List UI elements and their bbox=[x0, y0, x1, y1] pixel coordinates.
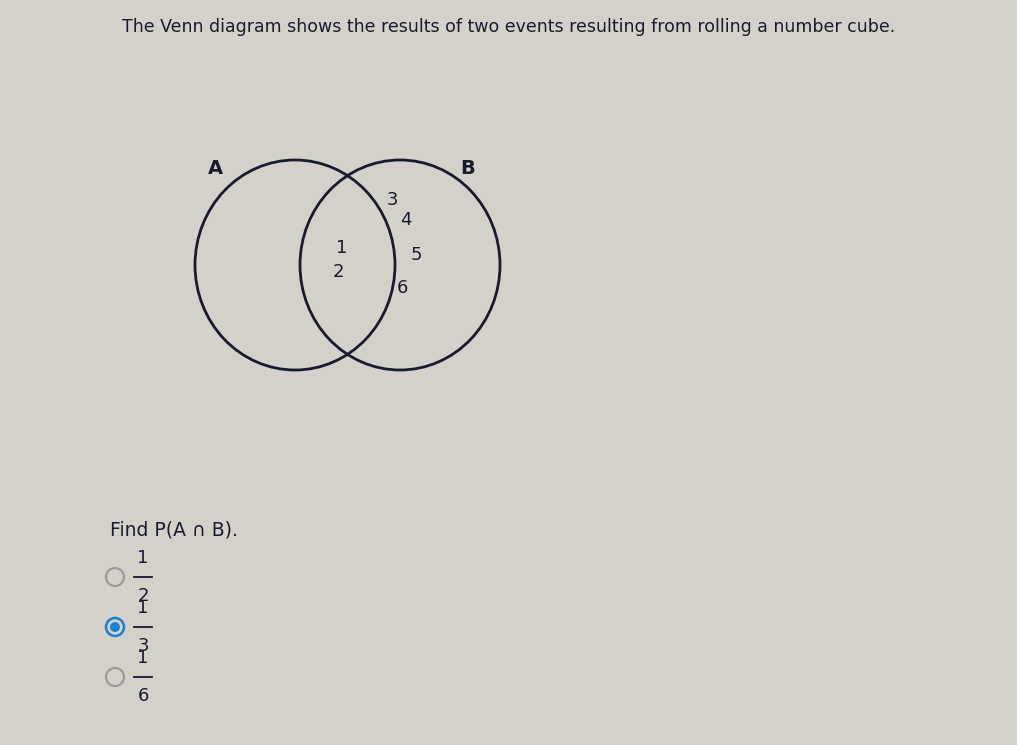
Text: B: B bbox=[461, 159, 475, 177]
Text: A: A bbox=[207, 159, 223, 177]
Text: 1: 1 bbox=[337, 239, 348, 257]
Text: 4: 4 bbox=[401, 211, 412, 229]
Text: 6: 6 bbox=[397, 279, 408, 297]
Text: 2: 2 bbox=[137, 587, 148, 605]
Text: 1: 1 bbox=[137, 599, 148, 617]
Text: 2: 2 bbox=[333, 263, 344, 281]
Circle shape bbox=[110, 622, 120, 632]
Text: 3: 3 bbox=[137, 637, 148, 655]
Text: 3: 3 bbox=[386, 191, 398, 209]
Text: 5: 5 bbox=[410, 246, 422, 264]
Text: The Venn diagram shows the results of two events resulting from rolling a number: The Venn diagram shows the results of tw… bbox=[122, 18, 895, 36]
Text: 1: 1 bbox=[137, 549, 148, 567]
Text: 6: 6 bbox=[137, 687, 148, 705]
Text: Find P(A ∩ B).: Find P(A ∩ B). bbox=[110, 521, 238, 539]
Text: 1: 1 bbox=[137, 649, 148, 667]
